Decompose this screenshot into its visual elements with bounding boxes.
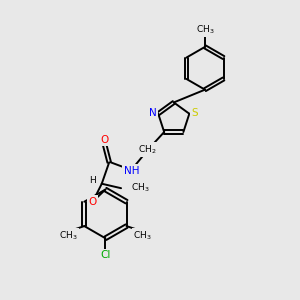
Text: Cl: Cl (100, 250, 111, 260)
Text: O: O (88, 196, 96, 207)
Text: S: S (191, 108, 198, 118)
Text: CH$_3$: CH$_3$ (133, 230, 152, 242)
Text: N: N (149, 108, 157, 118)
Text: CH$_3$: CH$_3$ (196, 23, 214, 36)
Text: CH$_2$: CH$_2$ (138, 144, 157, 156)
Text: NH: NH (124, 166, 139, 176)
Text: CH$_3$: CH$_3$ (131, 182, 149, 194)
Text: CH$_3$: CH$_3$ (59, 230, 78, 242)
Text: O: O (100, 135, 109, 145)
Text: H: H (89, 176, 96, 185)
